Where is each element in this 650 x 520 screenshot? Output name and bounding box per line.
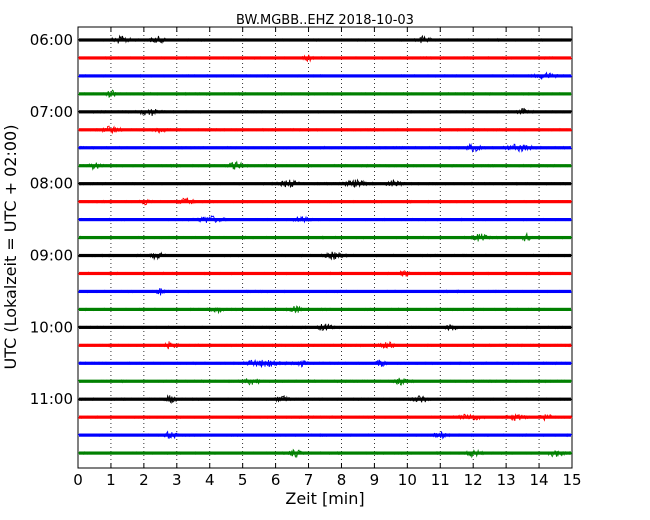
trace-row (77, 89, 573, 98)
trace-row (77, 71, 573, 80)
y-tick-label: 08:00 (30, 175, 73, 193)
trace-row (77, 341, 573, 350)
x-tick-label: 8 (337, 471, 347, 489)
trace-signal (77, 359, 573, 368)
trace-baseline (79, 253, 571, 258)
trace-row (77, 287, 573, 296)
trace-signal (77, 269, 573, 278)
trace-signal (77, 413, 573, 422)
x-tick-label: 10 (398, 471, 417, 489)
trace-signal (77, 430, 573, 440)
trace-row (77, 215, 573, 224)
chart-title: BW.MGBB..EHZ 2018-10-03 (236, 13, 414, 28)
x-tick-label: 6 (271, 471, 281, 489)
trace-signal (77, 341, 573, 350)
x-axis-ticks: 0 1 2 3 4 5 6 7 8 9 10 11 12 13 14 15 (73, 27, 582, 489)
x-tick-label: 2 (139, 471, 149, 489)
trace-row (77, 54, 573, 63)
x-tick-label: 3 (172, 471, 182, 489)
x-tick-label: 5 (238, 471, 248, 489)
trace-row (77, 231, 573, 242)
y-axis-label: UTC (Lokalzeit = UTC + 02:00) (1, 125, 20, 370)
x-tick-label: 7 (304, 471, 314, 489)
x-tick-label: 15 (562, 471, 581, 489)
y-tick-label: 10:00 (30, 318, 73, 336)
trace-row (77, 178, 573, 188)
trace-signal (77, 142, 573, 153)
trace-row (77, 125, 573, 135)
trace-row (77, 359, 573, 368)
trace-signal (77, 54, 573, 63)
trace-row (77, 448, 573, 459)
trace-row (78, 305, 573, 315)
x-tick-label: 12 (464, 471, 483, 489)
trace-signal (77, 34, 573, 44)
x-tick-label: 1 (106, 471, 116, 489)
x-axis-label: Zeit [min] (285, 489, 364, 508)
trace-signal (77, 125, 573, 135)
trace-row (77, 413, 573, 422)
x-tick-label: 4 (205, 471, 215, 489)
trace-row (77, 251, 573, 261)
trace-row (77, 269, 573, 278)
plot-area (77, 26, 573, 469)
trace-row (77, 323, 573, 332)
trace-signal (77, 287, 573, 296)
trace-signal (77, 197, 573, 206)
x-tick-label: 0 (73, 471, 83, 489)
trace-signal (77, 107, 573, 116)
y-tick-label: 06:00 (30, 31, 73, 49)
trace-signal (77, 448, 573, 459)
y-tick-label: 09:00 (30, 247, 73, 265)
trace-row (77, 394, 573, 404)
trace-signal (77, 178, 573, 188)
trace-signal (77, 89, 573, 98)
x-tick-label: 13 (497, 471, 516, 489)
x-tick-label: 9 (370, 471, 380, 489)
trace-row (77, 377, 573, 386)
trace-signal (77, 71, 573, 80)
trace-signal (77, 323, 573, 332)
x-tick-label: 11 (431, 471, 450, 489)
vertical-grid (110, 27, 540, 468)
seismogram-traces (77, 34, 573, 459)
trace-row (77, 197, 573, 206)
y-axis-ticks: 06:00 07:00 08:00 09:00 10:00 11:00 (30, 31, 572, 408)
y-tick-label: 11:00 (30, 390, 73, 408)
trace-row (77, 107, 573, 116)
trace-signal (77, 377, 573, 386)
x-tick-label: 14 (530, 471, 549, 489)
trace-signal (77, 160, 573, 171)
trace-signal (78, 305, 573, 315)
trace-row (77, 430, 573, 440)
trace-signal (77, 231, 573, 242)
trace-row (77, 160, 573, 171)
trace-row (77, 142, 573, 153)
trace-signal (77, 215, 573, 224)
trace-baseline (79, 200, 571, 204)
trace-signal (77, 251, 573, 261)
y-tick-label: 07:00 (30, 103, 73, 121)
trace-signal (77, 394, 573, 404)
trace-row (77, 34, 573, 44)
